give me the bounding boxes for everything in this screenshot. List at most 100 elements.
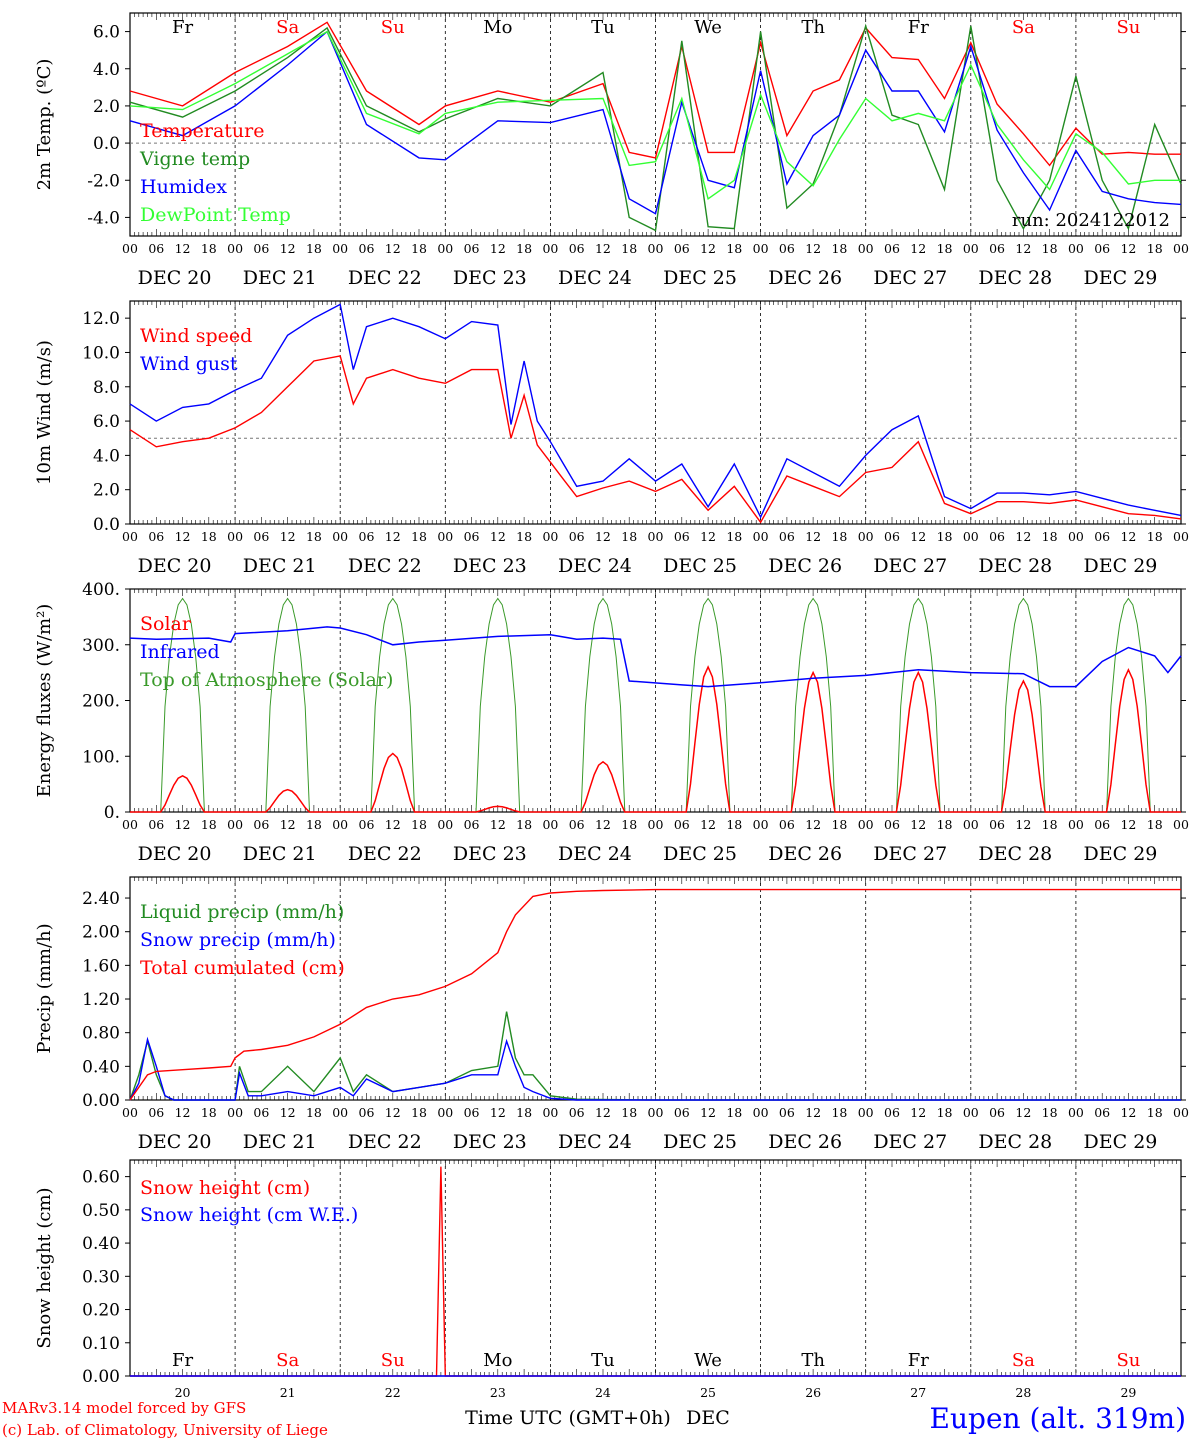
weekday-label: Th — [801, 17, 825, 38]
plot-frame — [129, 588, 1182, 813]
series-line-1 — [129, 1011, 1181, 1101]
hour-tick-label: 18 — [411, 1105, 427, 1120]
hour-tick-label: 18 — [831, 1105, 847, 1120]
hour-tick-label: 18 — [516, 817, 532, 832]
hour-tick-label: 06 — [569, 1105, 585, 1120]
date-label: DEC 26 — [768, 267, 842, 289]
y-tick-label: 1.20 — [82, 990, 120, 1010]
date-label: DEC 25 — [663, 555, 737, 577]
hour-tick-label: 00 — [227, 817, 243, 832]
date-label: DEC 29 — [1084, 555, 1158, 577]
y-tick-label: 6.0 — [93, 412, 120, 432]
date-label: DEC 22 — [348, 1131, 422, 1153]
hour-tick-label: 00 — [753, 817, 769, 832]
legend-entry: Total cumulated (cm) — [140, 957, 345, 979]
time-ticks — [129, 13, 1182, 236]
date-label: DEC 27 — [873, 267, 947, 289]
weekday-label: Tu — [591, 1350, 615, 1371]
hour-tick-label: 06 — [569, 241, 585, 256]
hour-tick-label: 18 — [937, 817, 953, 832]
date-label: DEC 21 — [243, 1131, 317, 1153]
hour-tick-label: 00 — [858, 1105, 874, 1120]
hour-tick-label: 00 — [963, 817, 979, 832]
hour-tick-label: 06 — [1094, 241, 1110, 256]
hour-tick-label: 12 — [1120, 817, 1136, 832]
day-number-label: 20 — [175, 1385, 191, 1400]
hour-tick-label: 18 — [201, 817, 217, 832]
hour-tick-label: 06 — [1094, 529, 1110, 544]
y-tick-label: 0.00 — [82, 1091, 120, 1111]
legend-entry: Top of Atmosphere (Solar) — [140, 669, 393, 691]
hour-tick-label: 00 — [227, 1105, 243, 1120]
hour-tick-label: 00 — [1173, 529, 1189, 544]
hour-tick-label: 06 — [989, 529, 1005, 544]
hour-tick-label: 00 — [542, 241, 558, 256]
y-tick-label: 400. — [82, 580, 120, 600]
y-tick-label: 0.00 — [82, 1367, 120, 1387]
date-label: DEC 23 — [453, 1131, 527, 1153]
hour-tick-label: 00 — [122, 241, 138, 256]
y-tick-label: 1.60 — [82, 956, 120, 976]
hour-tick-label: 12 — [175, 529, 191, 544]
hour-tick-label: 12 — [595, 817, 611, 832]
hour-tick-label: 12 — [1015, 241, 1031, 256]
hour-tick-label: 00 — [1068, 817, 1084, 832]
legend-entry: Liquid precip (mm/h) — [140, 901, 344, 923]
solar-line — [130, 665, 1181, 813]
hour-tick-label: 00 — [1173, 1105, 1189, 1120]
legend-entry: Vigne temp — [139, 148, 250, 170]
weekday-label: We — [694, 1350, 722, 1371]
y-tick-label: 300. — [82, 636, 120, 656]
y-tick-label: 2.00 — [82, 923, 120, 943]
hour-tick-label: 06 — [464, 817, 480, 832]
hour-tick-label: 00 — [542, 817, 558, 832]
hour-tick-label: 12 — [1015, 817, 1031, 832]
hour-tick-label: 12 — [385, 1105, 401, 1120]
hour-tick-label: 18 — [726, 241, 742, 256]
day-number-label: 23 — [490, 1385, 506, 1400]
hour-tick-label: 18 — [937, 529, 953, 544]
hour-tick-label: 18 — [516, 241, 532, 256]
date-label: DEC 24 — [558, 1131, 632, 1153]
date-label: DEC 26 — [768, 1131, 842, 1153]
plot-panels: -4.0 -2.0 0.0 2.0 4.0 6.0 2m Temp. (ºC) Tempera… — [34, 12, 1189, 1400]
hour-tick-label: 12 — [175, 241, 191, 256]
hour-tick-label: 12 — [910, 1105, 926, 1120]
hour-tick-label: 06 — [253, 817, 269, 832]
y-tick-label: 2.0 — [93, 97, 120, 117]
y-tick-label: 2.40 — [82, 889, 120, 909]
hour-tick-label: 06 — [884, 529, 900, 544]
hour-tick-label: 00 — [1068, 1105, 1084, 1120]
hour-tick-label: 06 — [989, 817, 1005, 832]
legend-entry: Solar — [140, 613, 192, 635]
series-line-2 — [129, 1036, 1181, 1101]
legend-entry: DewPoint Temp — [140, 204, 291, 226]
hour-tick-label: 00 — [753, 241, 769, 256]
hour-tick-label: 18 — [1042, 817, 1058, 832]
y-axis-label: Snow height (cm) — [34, 1187, 55, 1348]
day-number-label: 27 — [910, 1385, 926, 1400]
hour-tick-label: 00 — [858, 529, 874, 544]
hour-tick-label: 18 — [201, 529, 217, 544]
weekday-label: Su — [381, 1350, 405, 1371]
day-number-label: 26 — [805, 1385, 821, 1400]
hour-tick-label: 18 — [306, 241, 322, 256]
hour-tick-label: 00 — [227, 529, 243, 544]
hour-tick-label: 18 — [411, 529, 427, 544]
hour-tick-label: 18 — [726, 529, 742, 544]
hour-tick-label: 12 — [805, 241, 821, 256]
hour-tick-label: 18 — [201, 1105, 217, 1120]
weekday-label: Sa — [1012, 1350, 1035, 1371]
hour-tick-label: 12 — [700, 817, 716, 832]
panel-3: 0. 100. 200. 300. 400. Energy fluxes (W/m²) So… — [34, 580, 1189, 865]
hour-tick-label: 12 — [910, 817, 926, 832]
hour-tick-label: 18 — [1042, 241, 1058, 256]
hour-tick-label: 00 — [753, 1105, 769, 1120]
hour-tick-label: 12 — [490, 817, 506, 832]
weekday-label: Su — [381, 17, 405, 38]
footer-credit-line1: MARv3.14 model forced by GFS — [2, 1399, 246, 1417]
hour-tick-label: 12 — [1120, 241, 1136, 256]
series-line-3 — [129, 888, 1181, 1101]
hour-tick-label: 00 — [332, 817, 348, 832]
hour-tick-label: 12 — [805, 529, 821, 544]
